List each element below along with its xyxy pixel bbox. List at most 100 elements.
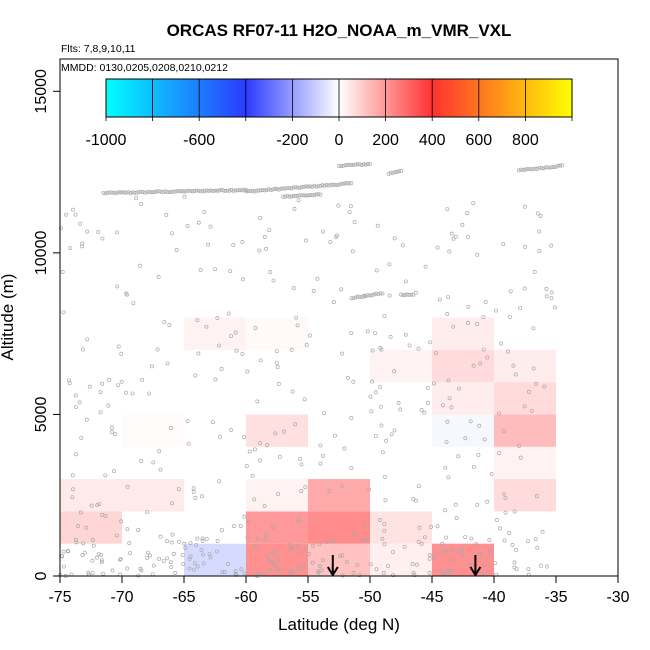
colorbar-swatch [106, 79, 109, 117]
track-point [306, 184, 310, 189]
colorbar-swatch [488, 79, 492, 117]
track-point [213, 267, 218, 272]
track-point [402, 544, 407, 549]
track-point [150, 572, 155, 577]
colorbar-swatch [180, 79, 184, 117]
track-point [415, 562, 419, 567]
track-point [347, 181, 352, 186]
track-point [252, 497, 257, 502]
colorbar-swatch [210, 79, 214, 117]
track-point [517, 443, 522, 448]
track-point [419, 408, 424, 412]
track-point [396, 169, 401, 174]
track-point [485, 355, 490, 360]
track-point [163, 189, 168, 194]
track-point [248, 189, 253, 193]
track-point [396, 401, 401, 406]
track-point [208, 188, 213, 193]
colorbar-swatch [227, 79, 231, 117]
track-point [168, 560, 173, 565]
track-point [474, 542, 479, 547]
track-point [376, 292, 381, 297]
track-point [432, 555, 437, 560]
track-point [227, 188, 232, 193]
colorbar-swatch [546, 79, 550, 117]
track-point [512, 560, 517, 565]
heatmap-cell [184, 543, 246, 576]
colorbar-swatch [287, 79, 291, 117]
track-point [145, 555, 150, 560]
track-point [392, 236, 397, 241]
track-point [476, 452, 481, 457]
track-point [522, 404, 527, 409]
track-point [355, 162, 360, 167]
track-point [223, 189, 228, 193]
track-point [478, 361, 483, 366]
track-point [392, 369, 397, 374]
y-tick-label: 15000 [33, 69, 50, 114]
colorbar-swatch [119, 79, 123, 117]
track-point [192, 567, 196, 572]
colorbar-swatch [273, 79, 277, 117]
track-point [256, 571, 260, 576]
track-point [373, 331, 378, 336]
track-point [140, 377, 145, 382]
track-point [90, 558, 95, 563]
colorbar-swatch [145, 79, 149, 117]
colorbar-swatch [369, 79, 373, 117]
track-point [64, 212, 68, 217]
track-point [302, 397, 307, 402]
track-point [285, 193, 290, 198]
track-point [200, 538, 205, 543]
track-point [382, 521, 387, 526]
track-point [196, 188, 201, 193]
track-point [401, 293, 406, 298]
track-point [386, 171, 391, 176]
track-point [489, 472, 494, 477]
colorbar-swatch [462, 79, 466, 117]
track-point [195, 318, 200, 323]
track-point [537, 229, 542, 234]
track-point [368, 293, 372, 298]
track-point [70, 473, 75, 478]
colorbar-swatch [332, 79, 335, 117]
track-point [229, 427, 234, 432]
track-point [155, 347, 160, 352]
colorbar-swatch [143, 79, 147, 117]
track-point [351, 532, 356, 536]
track-point [463, 436, 468, 441]
track-point [244, 187, 248, 192]
track-point [303, 193, 308, 198]
track-point [457, 386, 462, 391]
track-point [471, 363, 476, 368]
track-point [378, 404, 383, 409]
track-point [326, 183, 331, 188]
colorbar-swatch [208, 79, 212, 117]
colorbar-swatch [392, 79, 396, 117]
colorbar-swatch [415, 79, 419, 117]
colorbar-swatch [336, 79, 340, 117]
track-point [233, 188, 238, 193]
track-point [416, 539, 421, 544]
track-point [446, 475, 451, 480]
track-point [465, 211, 470, 215]
track-point [116, 344, 121, 349]
track-point [497, 411, 502, 416]
track-point [534, 494, 539, 499]
colorbar-swatch [485, 79, 489, 117]
track-point [188, 188, 193, 193]
colorbar-swatch [311, 79, 314, 117]
track-point [416, 346, 421, 351]
colorbar-swatch [436, 79, 440, 117]
track-point [447, 396, 452, 401]
track-point [411, 292, 416, 297]
track-point [488, 552, 493, 557]
colorbar-swatch [457, 79, 461, 117]
track-point [240, 239, 245, 244]
track-point [84, 417, 89, 422]
track-point [330, 182, 335, 187]
track-point [301, 193, 306, 198]
heatmap-cell [370, 511, 432, 544]
track-point [268, 188, 273, 192]
track-point [507, 531, 512, 535]
